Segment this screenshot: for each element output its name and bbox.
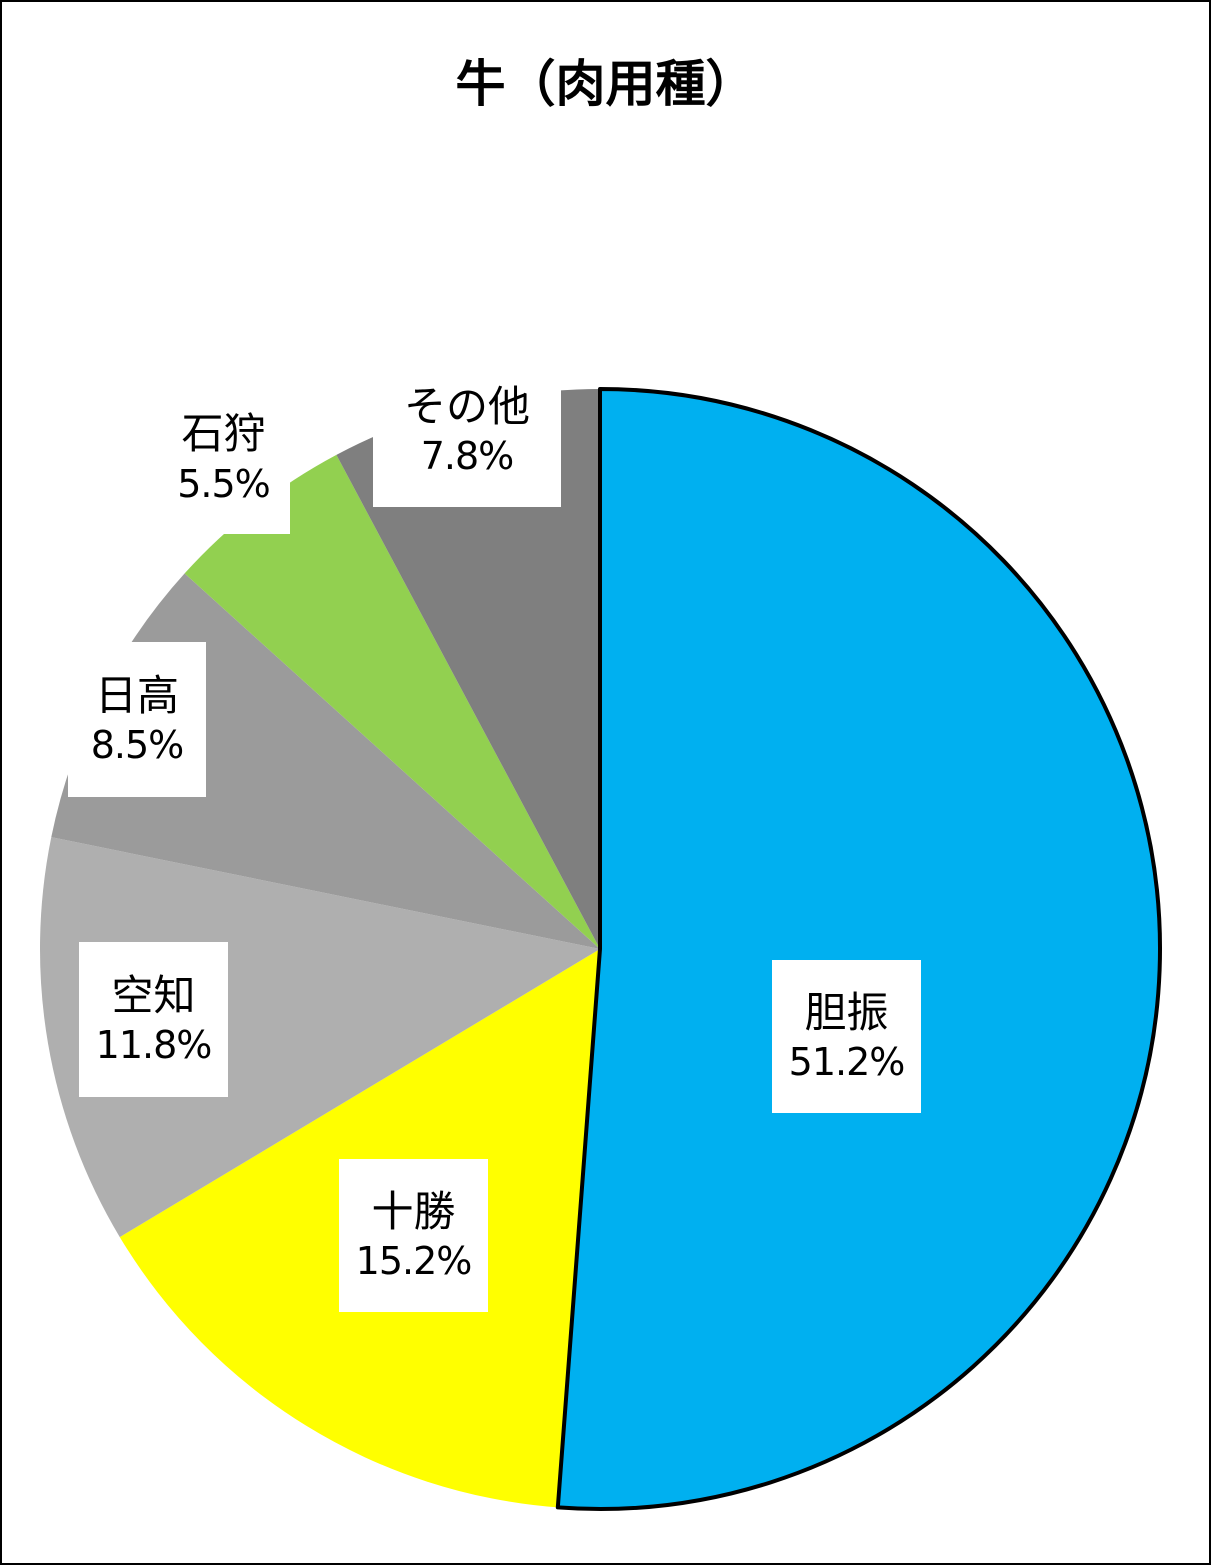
- data-label-sorachi: 空知 11.8%: [79, 942, 228, 1097]
- slice-label: 空知: [111, 970, 196, 1020]
- pie-slice-iburi: [557, 389, 1161, 1509]
- slice-label: 石狩: [181, 409, 266, 458]
- pie-slice-sorachi: [39, 837, 601, 1238]
- pie-slice-other: [336, 389, 600, 949]
- data-label-ishikari: 石狩 5.5%: [157, 382, 290, 534]
- pie-slice-ishikari: [184, 454, 600, 949]
- slice-label: 十勝: [371, 1186, 456, 1236]
- slice-value: 8.5%: [90, 723, 185, 767]
- slice-value: 51.2%: [788, 1040, 906, 1084]
- slice-value: 5.5%: [177, 461, 271, 506]
- slice-label: 胆振: [804, 987, 889, 1037]
- slice-value: 11.8%: [95, 1023, 213, 1067]
- data-label-hidaka: 日高 8.5%: [68, 642, 206, 797]
- data-label-other: その他 7.8%: [373, 354, 561, 507]
- chart-title: 牛（肉用種）: [455, 55, 756, 113]
- slice-value: 15.2%: [355, 1239, 473, 1283]
- pie-slice-outline: [555, 387, 1162, 1511]
- slice-label: その他: [403, 381, 530, 431]
- data-label-iburi: 胆振 51.2%: [772, 960, 921, 1113]
- data-label-tokachi: 十勝 15.2%: [339, 1159, 488, 1312]
- slice-label: 日高: [94, 670, 179, 720]
- slice-value: 7.8%: [420, 434, 515, 478]
